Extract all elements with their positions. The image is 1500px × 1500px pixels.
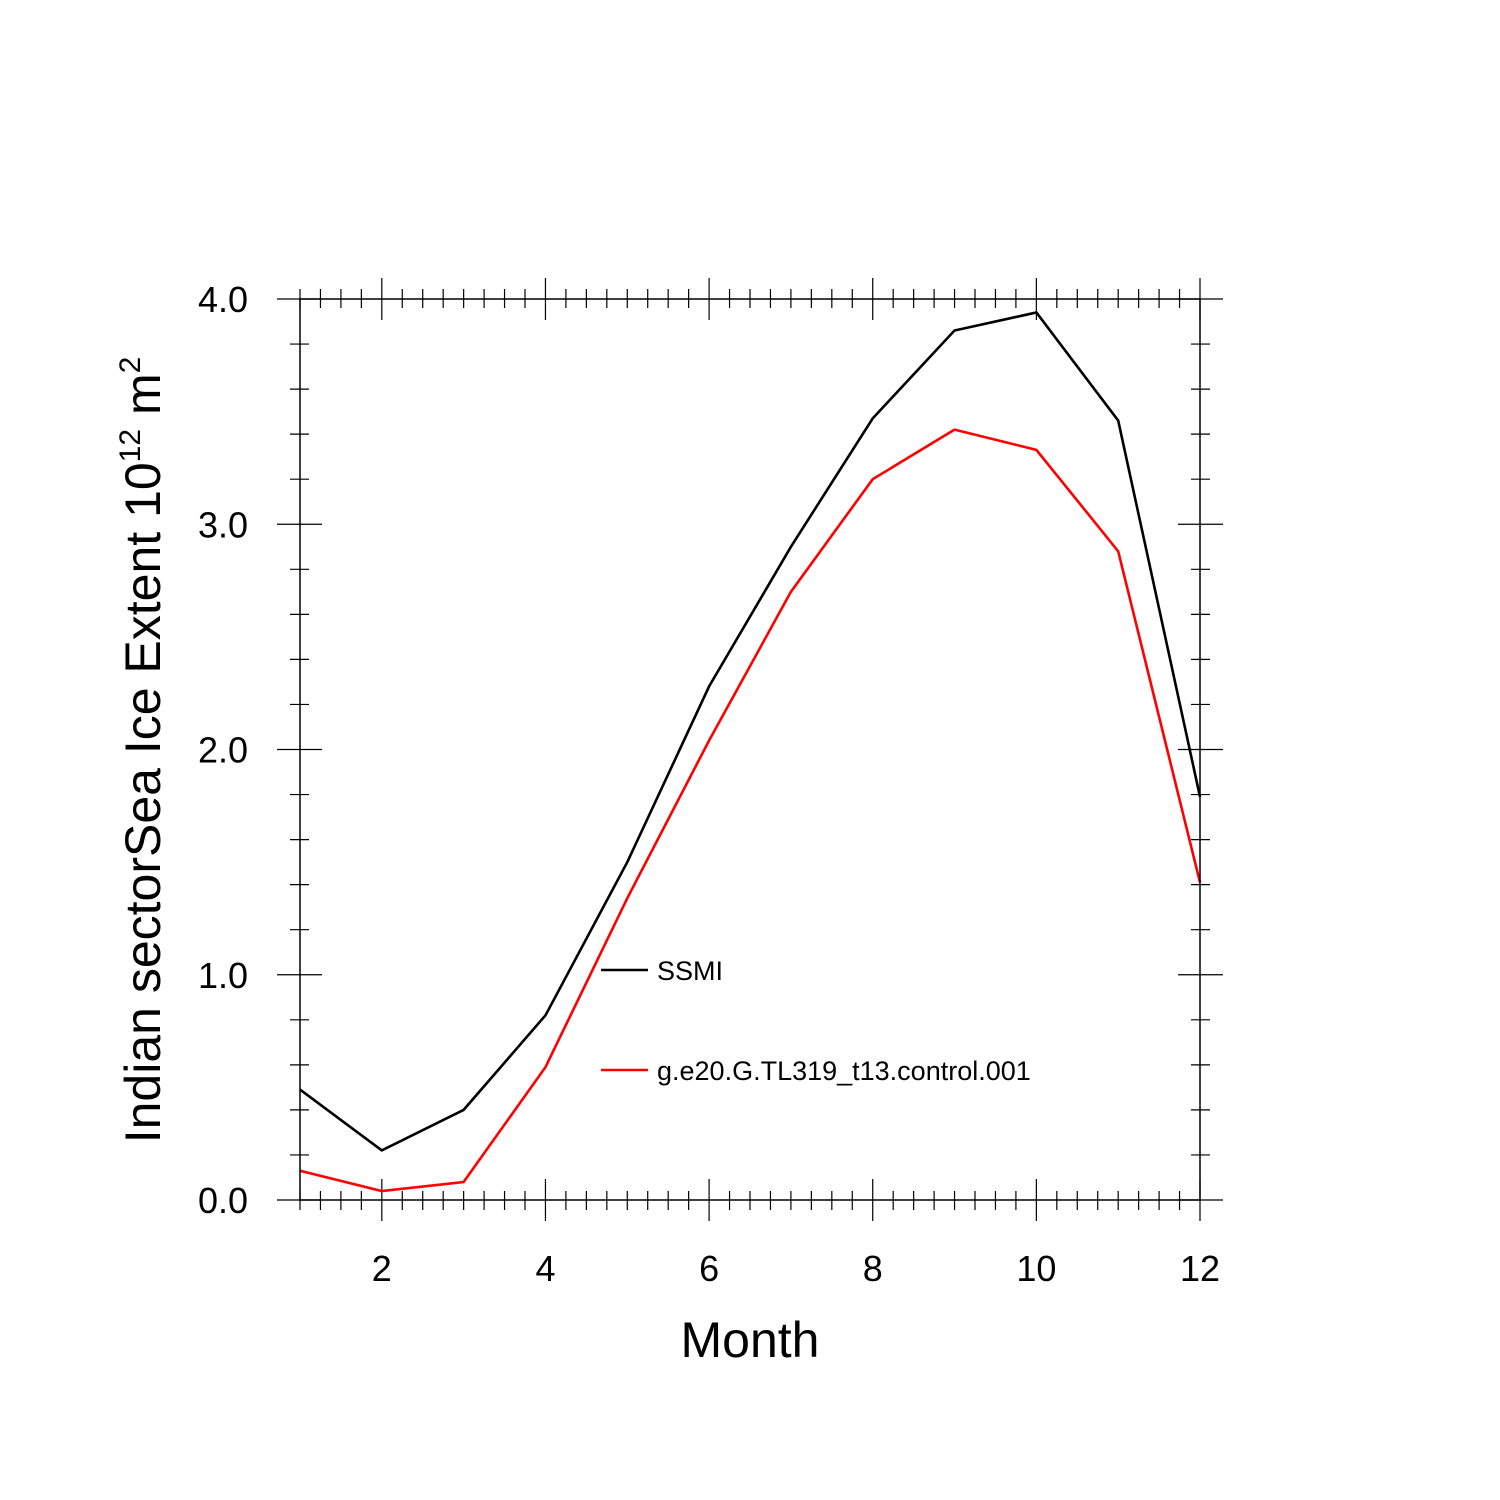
series-line-ssmi: [299, 311, 1202, 1152]
y-axis-title-unit-exponent: 2: [114, 357, 147, 374]
y-axis-title: Indian sectorSea Ice Extent 1012 m2: [114, 357, 171, 1144]
y-tick-label: 3.0: [198, 504, 248, 545]
x-tick-label: 2: [372, 1248, 392, 1289]
series-layer: [299, 311, 1202, 1193]
y-axis-title-unit: m: [115, 373, 171, 429]
tick-labels: 2 4 6 8 10 12 0.0 1.0 2.0 3.0 4.0: [198, 279, 1220, 1289]
x-tick-label: 12: [1180, 1248, 1220, 1289]
x-tick-label: 8: [863, 1248, 883, 1289]
x-tick-label: 4: [535, 1248, 555, 1289]
y-tick-label: 4.0: [198, 279, 248, 320]
y-tick-label: 1.0: [198, 955, 248, 996]
legend: SSMI g.e20.G.TL319_t13.control.001: [601, 956, 1031, 1086]
x-tick-label: 10: [1016, 1248, 1056, 1289]
x-tick-label: 6: [699, 1248, 719, 1289]
legend-label-control: g.e20.G.TL319_t13.control.001: [657, 1056, 1031, 1086]
series-line-control: [299, 428, 1202, 1193]
y-axis-title-text: Indian sectorSea Ice Extent 10: [115, 462, 171, 1143]
y-axis-title-exponent: 12: [114, 429, 147, 462]
plot-frame: [299, 298, 1201, 1201]
y-tick-label: 0.0: [198, 1180, 248, 1221]
y-tick-label: 2.0: [198, 730, 248, 771]
legend-label-ssmi: SSMI: [657, 956, 723, 986]
x-axis-title: Month: [681, 1312, 820, 1368]
